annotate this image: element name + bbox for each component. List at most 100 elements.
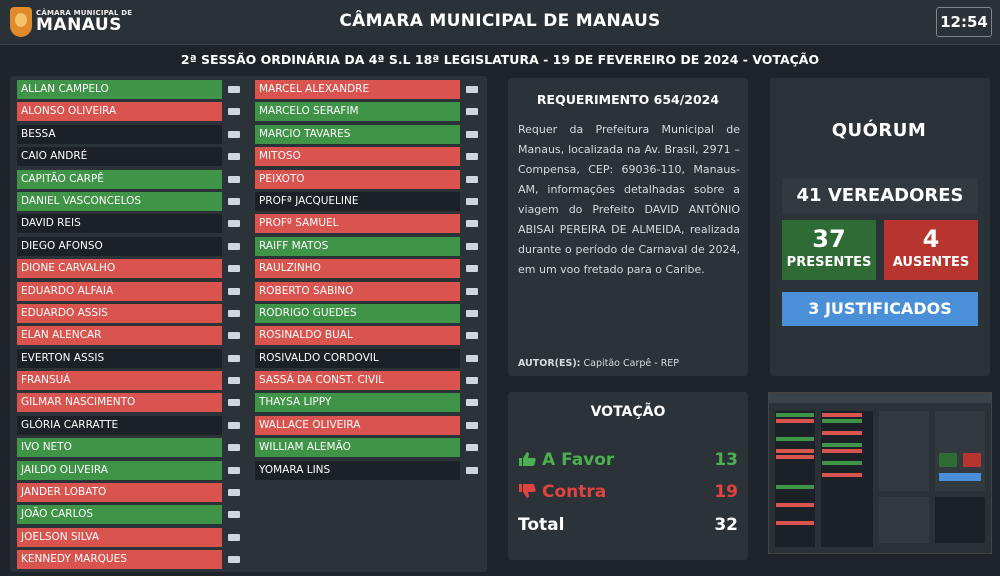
councillor-name: EDUARDO ASSIS [21, 306, 108, 319]
author-name: Capitão Carpê - REP [583, 358, 680, 369]
page-title: CÂMARA MUNICIPAL DE MANAUS [339, 11, 661, 31]
councillor-row: DIONE CARVALHO [17, 259, 240, 279]
councillor-row: THAYSA LIPPY [255, 393, 478, 413]
total-label: Total [518, 515, 565, 535]
party-flag-icon [228, 153, 240, 161]
councillor-name: JOÃO CARLOS [21, 508, 93, 521]
councillor-row: JAILDO OLIVEIRA [17, 460, 240, 480]
party-flag-icon [228, 421, 240, 429]
councillor-name: WILLIAM ALEMÃO [259, 441, 351, 454]
councillor-name: DAVID REIS [21, 217, 81, 230]
councillor-name: DANIEL VASCONCELOS [21, 194, 142, 207]
councillor-name: DIEGO AFONSO [21, 239, 103, 252]
contra-count: 19 [714, 482, 738, 502]
councillor-name: DIONE CARVALHO [21, 262, 116, 275]
councillor-row: KENNEDY MARQUES [17, 550, 240, 570]
councillor-name: CAIO ANDRÉ [21, 150, 88, 163]
favor-row: A Favor 13 [518, 450, 738, 470]
councillor-row: EDUARDO ASSIS [17, 303, 240, 323]
councillor-row: ROSINALDO BUAL [255, 326, 478, 346]
councillor-name: JAILDO OLIVEIRA [21, 463, 108, 476]
councillor-name: PEIXOTO [259, 172, 305, 185]
party-flag-icon [228, 86, 240, 93]
councillor-name: MITOSO [259, 150, 301, 163]
councillor-list-right: MARCEL ALEXANDRE MARCELO SERAFIM MARCIO TA… [255, 80, 478, 483]
party-flag-icon [466, 377, 478, 385]
councillor-row: ALONSO OLIVEIRA [17, 102, 240, 122]
requerimento-text: Requer da Prefeitura Municipal de Manaus… [518, 123, 740, 276]
councillor-row: YOMARA LINS [255, 460, 478, 480]
councillor-name: PROFª JACQUELINE [259, 194, 359, 207]
councillor-row: FRANSUÁ [17, 371, 240, 391]
quorum-panel: QUÓRUM 41 VEREADORES 37 PRESENTES 4 AUSE… [770, 78, 990, 376]
contra-row: Contra 19 [518, 482, 738, 502]
votacao-title: VOTAÇÃO [590, 404, 666, 420]
top-bar: CÂMARA MUNICIPAL DE MANAUS CÂMARA MUNICI… [0, 0, 1000, 45]
party-flag-icon [466, 108, 478, 116]
presentes-box: 37 PRESENTES [782, 220, 876, 280]
party-flag-icon [228, 175, 240, 183]
councillor-row: WALLACE OLIVEIRA [255, 415, 478, 435]
councillor-row: JOELSON SILVA [17, 527, 240, 547]
party-flag-icon [228, 265, 240, 273]
party-flag-icon [466, 220, 478, 228]
total-row: Total 32 [518, 515, 738, 535]
session-heading: 2ª SESSÃO ORDINÁRIA DA 4ª S.L 18ª LEGISL… [180, 52, 820, 67]
total-count: 32 [714, 515, 738, 535]
councillor-row: DANIEL VASCONCELOS [17, 191, 240, 211]
councillor-name: ELAN ALENCAR [21, 329, 102, 342]
councillor-row: WILLIAM ALEMÃO [255, 438, 478, 458]
councillor-name: JOELSON SILVA [21, 530, 100, 543]
party-flag-icon [466, 466, 478, 474]
party-flag-icon [466, 175, 478, 183]
councillor-name: ROSINALDO BUAL [259, 329, 353, 342]
party-flag-icon [466, 153, 478, 161]
party-flag-icon [466, 444, 478, 452]
votacao-panel: VOTAÇÃO A Favor 13 Contra 19 Total 32 [508, 392, 748, 560]
councillor-name: WALLACE OLIVEIRA [259, 418, 361, 431]
party-flag-icon [228, 354, 240, 362]
councillor-name: ROBERTO SABINO [259, 284, 354, 297]
party-flag-icon [466, 197, 478, 205]
ausentes-label: AUSENTES [892, 255, 970, 270]
party-flag-icon [228, 489, 240, 497]
councillor-name: GILMAR NASCIMENTO [21, 396, 136, 409]
councillor-row: EDUARDO ALFAIA [17, 281, 240, 301]
party-flag-icon [466, 265, 478, 273]
councillor-name: RAULZINHO [259, 262, 321, 275]
councillor-name: EVERTON ASSIS [21, 351, 105, 364]
party-flag-icon [228, 309, 240, 317]
thumbs-down-icon [518, 483, 536, 499]
councillor-name: MARCELO SERAFIM [259, 105, 359, 118]
councillor-row: SASSÁ DA CONST. CIVIL [255, 371, 478, 391]
party-flag-icon [228, 444, 240, 452]
party-flag-icon [228, 197, 240, 205]
councillor-row: DAVID REIS [17, 214, 240, 234]
screen-preview-thumbnail [768, 392, 992, 554]
contra-label: Contra [542, 482, 607, 502]
requerimento-author: AUTOR(ES): Capitão Carpê - REP [518, 358, 679, 369]
councillor-name: RODRIGO GUEDES [259, 306, 357, 319]
councillor-name: ALLAN CAMPELO [21, 83, 109, 95]
ausentes-box: 4 AUSENTES [884, 220, 978, 280]
party-flag-icon [466, 421, 478, 429]
party-flag-icon [228, 130, 240, 138]
councillor-name: KENNEDY MARQUES [21, 553, 127, 566]
councillor-row: MARCEL ALEXANDRE [255, 80, 478, 99]
councillor-row: RAULZINHO [255, 259, 478, 279]
councillor-row: CAPITÃO CARPÊ [17, 169, 240, 189]
councillor-name: MARCIO TAVARES [259, 127, 351, 140]
councillor-name: GLÓRIA CARRATTE [21, 418, 119, 431]
councillor-row: CAIO ANDRÉ [17, 147, 240, 167]
councillor-row: JANDER LOBATO [17, 483, 240, 503]
favor-count: 13 [714, 450, 738, 470]
councillor-name: SASSÁ DA CONST. CIVIL [259, 374, 385, 387]
thumbs-up-icon [518, 451, 536, 467]
councillor-row: IVO NETO [17, 438, 240, 458]
councillor-name: IVO NETO [21, 441, 72, 454]
councillor-name: PROFº SAMUEL [259, 217, 339, 230]
party-flag-icon [228, 533, 240, 541]
councillor-row: DIEGO AFONSO [17, 236, 240, 256]
party-flag-icon [466, 332, 478, 340]
logo-small-text: CÂMARA MUNICIPAL DE [36, 9, 133, 17]
